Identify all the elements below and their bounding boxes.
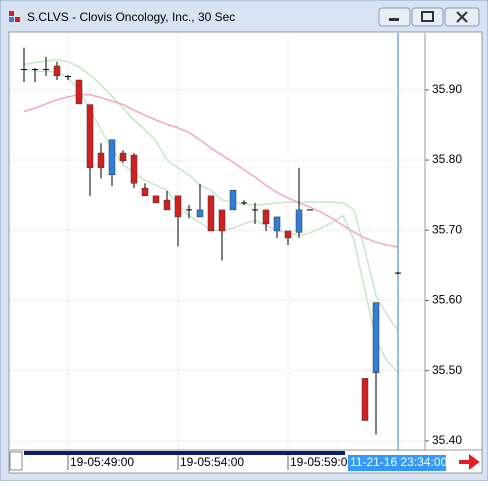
candle-body <box>141 187 149 197</box>
window-icon <box>15 17 20 22</box>
indicator-line <box>23 58 399 332</box>
x-tick-label: 19-05:49:00 <box>70 455 134 469</box>
candle-body <box>119 152 127 162</box>
y-tick-label: 35.60 <box>432 293 462 307</box>
candle-body <box>196 209 204 218</box>
maximize-button[interactable] <box>411 7 444 27</box>
window-icon <box>9 11 14 16</box>
scroll-track[interactable] <box>24 451 345 455</box>
candle-body <box>163 199 171 211</box>
window-title: S.CLVS - Clovis Oncology, Inc., 30 Sec <box>27 10 235 24</box>
candle-body <box>295 209 303 233</box>
candle-body <box>262 209 270 225</box>
candle-body <box>174 195 182 218</box>
candle-body <box>152 195 160 204</box>
cursor-label-bg <box>348 455 446 471</box>
scroll-box[interactable] <box>9 451 23 471</box>
candle-body <box>273 216 281 232</box>
indicator-line <box>23 94 399 248</box>
candle-body <box>97 152 105 169</box>
window-icon <box>9 17 14 22</box>
x-tick-label: 19-05:54:00 <box>180 455 244 469</box>
candle-body <box>229 190 237 211</box>
y-tick-label: 35.50 <box>432 363 462 377</box>
y-tick-label: 35.80 <box>432 152 462 166</box>
y-tick-label: 35.40 <box>432 433 462 447</box>
y-tick-label: 35.70 <box>432 222 462 236</box>
candle-body <box>361 378 369 421</box>
candle-body <box>108 139 116 176</box>
x-tick-label: 19-05:59:00 <box>290 455 354 469</box>
candle-body <box>207 195 215 232</box>
y-tick-label: 35.90 <box>432 82 462 96</box>
close-button[interactable] <box>444 7 480 27</box>
candle-body <box>53 65 61 77</box>
candle-body <box>130 154 138 184</box>
candle-body <box>218 209 226 232</box>
candle-body <box>372 302 380 374</box>
plot: 35.40 35.50 35.60 35.70 35.80 35.90 19-05:49:0… <box>10 33 462 471</box>
candle-body <box>86 104 94 169</box>
cursor-label: 11-21-16 23:34:00 <box>350 455 448 469</box>
candle-body <box>75 79 83 105</box>
candle-body <box>284 230 292 239</box>
minimize-button[interactable] <box>378 7 411 27</box>
scroll-arrow[interactable] <box>459 454 480 470</box>
